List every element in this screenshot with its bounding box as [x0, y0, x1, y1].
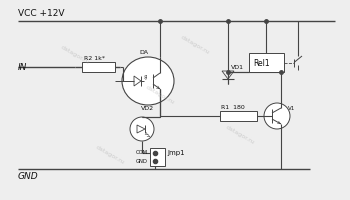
Text: VCC +12V: VCC +12V: [18, 9, 64, 18]
Text: COM: COM: [136, 150, 148, 155]
Text: V1: V1: [288, 106, 295, 111]
Text: DA: DA: [140, 50, 148, 55]
Text: datagor.ru: datagor.ru: [225, 124, 256, 145]
Circle shape: [130, 117, 154, 141]
Text: R2 1k*: R2 1k*: [84, 56, 105, 61]
Bar: [82, 63, 115, 73]
Bar: [220, 111, 257, 121]
Text: datagor.ru: datagor.ru: [60, 44, 90, 65]
Text: datagor.ru: datagor.ru: [145, 84, 175, 105]
Text: GND: GND: [136, 159, 148, 164]
Text: datagor.ru: datagor.ru: [180, 34, 210, 55]
Bar: [150, 148, 165, 166]
Text: R1  180: R1 180: [221, 105, 245, 110]
Text: VD2: VD2: [141, 106, 155, 111]
Text: VD1: VD1: [231, 65, 244, 70]
Text: datagor.ru: datagor.ru: [94, 144, 125, 165]
Text: Rel1: Rel1: [253, 59, 270, 68]
Circle shape: [264, 103, 290, 129]
Text: Jmp1: Jmp1: [167, 149, 185, 155]
Text: GND: GND: [18, 172, 38, 181]
Bar: [249, 54, 284, 73]
Ellipse shape: [122, 58, 174, 105]
Text: IN: IN: [18, 63, 27, 72]
